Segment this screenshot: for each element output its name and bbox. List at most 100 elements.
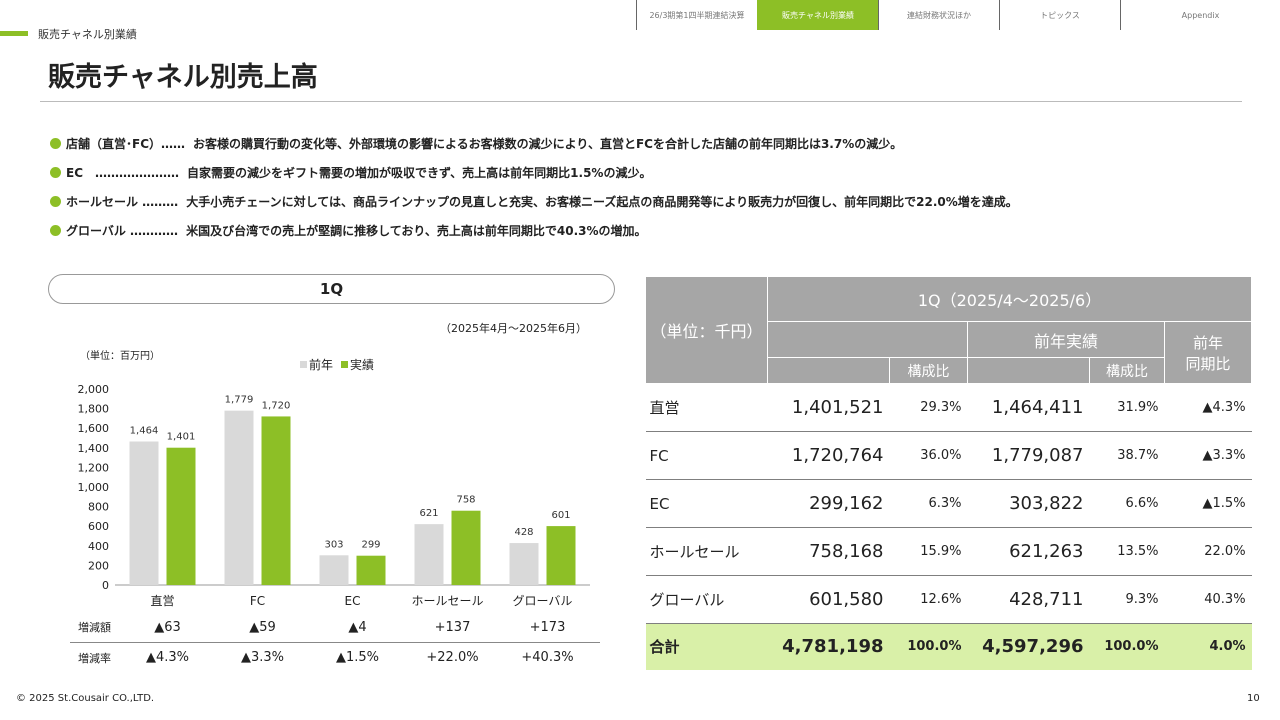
diff-rate-cell: ▲3.3% [240, 650, 285, 665]
bullet-lead: グローバル ………… [66, 223, 179, 238]
chart-legend: 前年 実績 [300, 356, 374, 373]
table-current-header [767, 321, 968, 358]
row-prev-ratio: 6.6% [1089, 479, 1165, 528]
row-cur-ratio: 29.3% [889, 383, 968, 432]
table-period-header: 1Q（2025/4～2025/6） [766, 276, 1253, 322]
bullet-text: 大手小売チェーンに対しては、商品ラインナップの見直しと充実、お客様ニーズ起点の商… [186, 194, 1018, 209]
diff-rate-cell: +22.0% [426, 650, 479, 665]
sales-table: （単位：千円） 1Q（2025/4～2025/6） 前年実績 前年 同期比 構成… [645, 276, 1253, 670]
row-prev: 428,711 [967, 575, 1090, 624]
y-tick-label: 1,200 [78, 461, 110, 474]
period-pill: 1Q [48, 274, 615, 304]
y-tick-label: 1,800 [78, 403, 110, 416]
total-yoy: 4.0% [1164, 623, 1252, 670]
top-nav: 26/3期第1四半期連結決算 販売チャネル別業績 連結財務状況ほか トピックス … [636, 0, 1280, 30]
row-cur: 601,580 [767, 575, 890, 624]
bar-prev [319, 555, 349, 585]
row-yoy: 22.0% [1164, 527, 1252, 576]
bullet-dot-icon [50, 224, 61, 236]
bullet-global: グローバル ………… 米国及び台湾での売上が堅調に推移しており、売上高は前年同期… [50, 219, 1018, 241]
diff-amount-row: 増減額 ▲63 ▲59 ▲4 +137 +173 [70, 612, 600, 642]
page-number: 10 [1247, 693, 1260, 704]
row-prev: 1,464,411 [967, 383, 1090, 432]
row-cur-ratio: 15.9% [889, 527, 968, 576]
section-accent-bar [0, 31, 28, 36]
bullet-lead: EC ………………… [66, 165, 180, 180]
bullet-store: 店舗（直営･FC）…… お客様の購買行動の変化等、外部環境の影響によるお客様数の… [50, 132, 1018, 154]
y-tick-label: 800 [88, 501, 109, 514]
page-title: 販売チャネル別売上高 [48, 62, 318, 93]
row-prev-ratio: 38.7% [1089, 431, 1165, 480]
row-cur: 299,162 [767, 479, 890, 528]
row-yoy: ▲4.3% [1164, 383, 1252, 432]
data-label: 1,720 [262, 400, 291, 411]
row-name: ホールセール [645, 527, 768, 576]
bullet-list: 店舗（直営･FC）…… お客様の購買行動の変化等、外部環境の影響によるお客様数の… [50, 132, 1018, 248]
bullet-ec: EC ………………… 自家需要の減少をギフト需要の増加が吸収できず、売上高は前年… [50, 161, 1018, 183]
category-label: EC [345, 594, 361, 608]
tab-financial-status[interactable]: 連結財務状況ほか [878, 0, 999, 30]
data-label: 601 [551, 510, 570, 521]
tab-topics[interactable]: トピックス [999, 0, 1120, 30]
y-tick-label: 400 [88, 540, 109, 553]
data-label: 303 [324, 539, 343, 550]
category-label: ホールセール [411, 594, 483, 608]
bar-actual [451, 510, 481, 585]
tab-appendix[interactable]: Appendix [1120, 0, 1280, 30]
row-yoy: 40.3% [1164, 575, 1252, 624]
table-row: ホールセール 758,168 15.9% 621,263 13.5% 22.0% [645, 527, 1252, 576]
legend-prev-label: 前年 [309, 358, 334, 372]
diff-table: 増減額 ▲63 ▲59 ▲4 +137 +173 増減率 ▲4.3% ▲3.3%… [70, 612, 600, 672]
y-tick-label: 2,000 [78, 383, 110, 396]
y-tick-label: 1,400 [78, 442, 110, 455]
bullet-lead: ホールセール ……… [66, 194, 179, 209]
bullet-wholesale: ホールセール ……… 大手小売チェーンに対しては、商品ラインナップの見直しと充実… [50, 190, 1018, 212]
diff-amount-cell: ▲63 [154, 619, 181, 635]
total-cur-ratio: 100.0% [889, 623, 968, 670]
table-row: グローバル 601,580 12.6% 428,711 9.3% 40.3% [645, 575, 1252, 624]
legend-actual-label: 実績 [350, 358, 375, 372]
row-prev-ratio: 31.9% [1089, 383, 1165, 432]
total-prev-ratio: 100.0% [1089, 623, 1165, 670]
row-cur: 1,720,764 [767, 431, 890, 480]
y-tick-label: 600 [88, 520, 109, 533]
tab-q1-results[interactable]: 26/3期第1四半期連結決算 [636, 0, 757, 30]
category-label: FC [250, 594, 265, 608]
bullet-text: 米国及び台湾での売上が堅調に推移しており、売上高は前年同期比で40.3%の増加。 [186, 223, 647, 238]
y-tick-label: 1,600 [78, 422, 110, 435]
legend-prev: 前年 [300, 356, 333, 373]
row-prev-ratio: 9.3% [1089, 575, 1165, 624]
category-label: 直営 [150, 594, 174, 608]
bullet-dot-icon [50, 166, 61, 178]
row-prev: 621,263 [967, 527, 1090, 576]
total-prev: 4,597,296 [967, 623, 1090, 670]
table-row: FC 1,720,764 36.0% 1,779,087 38.7% ▲3.3% [645, 431, 1252, 480]
row-cur: 758,168 [767, 527, 890, 576]
row-prev-ratio: 13.5% [1089, 527, 1165, 576]
y-tick-label: 200 [88, 559, 109, 572]
bar-prev [414, 524, 444, 585]
row-yoy: ▲3.3% [1164, 431, 1252, 480]
bullet-text: お客様の購買行動の変化等、外部環境の影響によるお客様数の減少により、直営とFCを… [193, 136, 903, 151]
table-cur-blank [767, 357, 890, 384]
diff-rate-cell: ▲4.3% [145, 650, 190, 665]
bullet-dot-icon [50, 137, 61, 149]
chart-unit: （単位：百万円） [80, 351, 160, 362]
bar-actual [356, 555, 386, 585]
data-label: 428 [514, 527, 533, 538]
tab-channel-results[interactable]: 販売チャネル別業績 [757, 0, 878, 30]
bar-prev [224, 410, 254, 585]
row-cur: 1,401,521 [767, 383, 890, 432]
row-prev: 303,822 [967, 479, 1090, 528]
bullet-lead: 店舗（直営･FC）…… [66, 136, 186, 151]
table-cur-ratio-header: 構成比 [889, 357, 968, 384]
table-prev-ratio-header: 構成比 [1089, 357, 1165, 384]
copyright: © 2025 St.Cousair CO.,LTD. [16, 693, 155, 704]
diff-rate-cell: +40.3% [521, 650, 574, 665]
row-name: EC [645, 479, 768, 528]
legend-actual-swatch [341, 361, 349, 368]
total-cur: 4,781,198 [767, 623, 890, 670]
row-name: 直営 [645, 383, 768, 432]
diff-amount-cell: +137 [434, 619, 471, 635]
data-label: 1,779 [225, 395, 254, 406]
